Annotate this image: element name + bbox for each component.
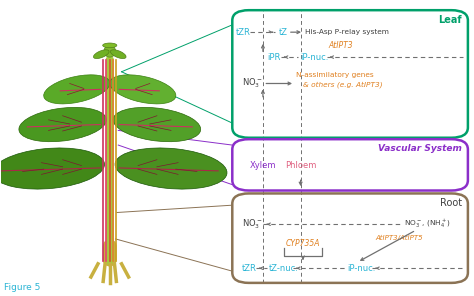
Text: NO$_3^-$, (NH$_4^+$): NO$_3^-$, (NH$_4^+$) (404, 218, 451, 230)
Text: His-Asp P-relay system: His-Asp P-relay system (305, 29, 389, 35)
Ellipse shape (109, 75, 176, 104)
Ellipse shape (104, 45, 116, 57)
Text: AtIPT3/AtIPT5: AtIPT3/AtIPT5 (376, 235, 423, 241)
Text: iPR: iPR (268, 53, 281, 62)
Text: NO$_3^-$: NO$_3^-$ (242, 218, 262, 231)
Text: tZ: tZ (278, 28, 287, 37)
Text: AtIPT3: AtIPT3 (328, 41, 353, 50)
Ellipse shape (93, 50, 109, 59)
Text: N-assimilatory genes: N-assimilatory genes (296, 72, 374, 78)
Text: Vascular System: Vascular System (378, 144, 462, 153)
Ellipse shape (113, 107, 201, 142)
Text: tZR: tZR (236, 28, 250, 37)
Text: Phloem: Phloem (285, 161, 316, 170)
Text: iP-nuc.: iP-nuc. (301, 53, 329, 62)
Ellipse shape (44, 75, 110, 104)
Ellipse shape (110, 50, 126, 59)
Ellipse shape (103, 43, 117, 48)
Text: CYP735A: CYP735A (286, 239, 320, 248)
Ellipse shape (19, 107, 106, 142)
Ellipse shape (115, 148, 227, 189)
Text: Leaf: Leaf (438, 15, 462, 25)
Text: Root: Root (440, 198, 462, 208)
Text: tZR: tZR (242, 264, 256, 273)
Text: iP-nuc.: iP-nuc. (348, 264, 376, 273)
Text: & others (e.g. AtIPT3): & others (e.g. AtIPT3) (303, 82, 383, 88)
Ellipse shape (0, 148, 104, 189)
Text: tZ-nuc.: tZ-nuc. (269, 264, 299, 273)
Text: Figure 5: Figure 5 (4, 283, 40, 292)
Text: NO$_3^-$: NO$_3^-$ (242, 77, 262, 90)
Text: Xylem: Xylem (250, 161, 276, 170)
